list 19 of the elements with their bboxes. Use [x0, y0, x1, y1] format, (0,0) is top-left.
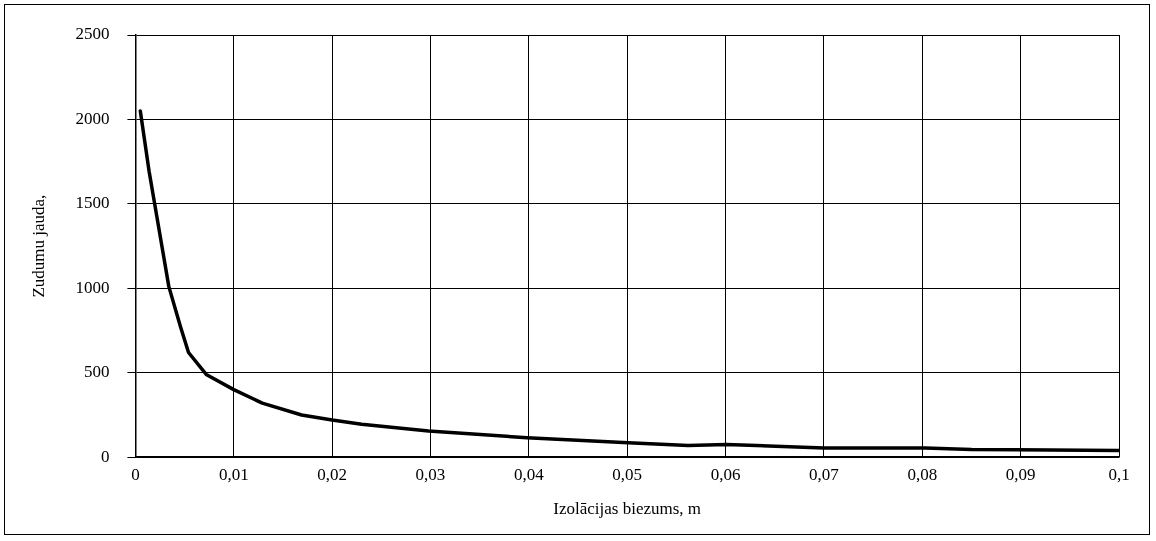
y-tick-label: 2000 [75, 108, 110, 128]
y-axis-title: Zudumu jauda, [28, 194, 48, 298]
y-tick-label: 500 [83, 362, 110, 382]
x-tick-label: 0 [131, 464, 140, 484]
x-tick-label: 0,1 [1108, 464, 1130, 484]
x-tick-label: 0,03 [415, 464, 446, 484]
x-axis-title: Izolācijas biezums, m [553, 499, 702, 519]
x-tick-label: 0,09 [1005, 464, 1036, 484]
x-tick-label: 0,06 [710, 464, 741, 484]
y-tick-label: 1000 [75, 277, 110, 297]
x-tick-label: 0,04 [513, 464, 545, 484]
y-tick-label: 2500 [75, 24, 110, 44]
x-tick-label: 0,07 [809, 464, 840, 484]
x-tick-label: 0,01 [218, 464, 249, 484]
y-tick-label: 0 [100, 446, 110, 466]
x-tick-label: 0,02 [317, 464, 347, 484]
x-tick-label: 0,05 [612, 464, 643, 484]
y-tick-label: 1500 [75, 193, 110, 213]
x-tick-label: 0,08 [907, 464, 938, 484]
